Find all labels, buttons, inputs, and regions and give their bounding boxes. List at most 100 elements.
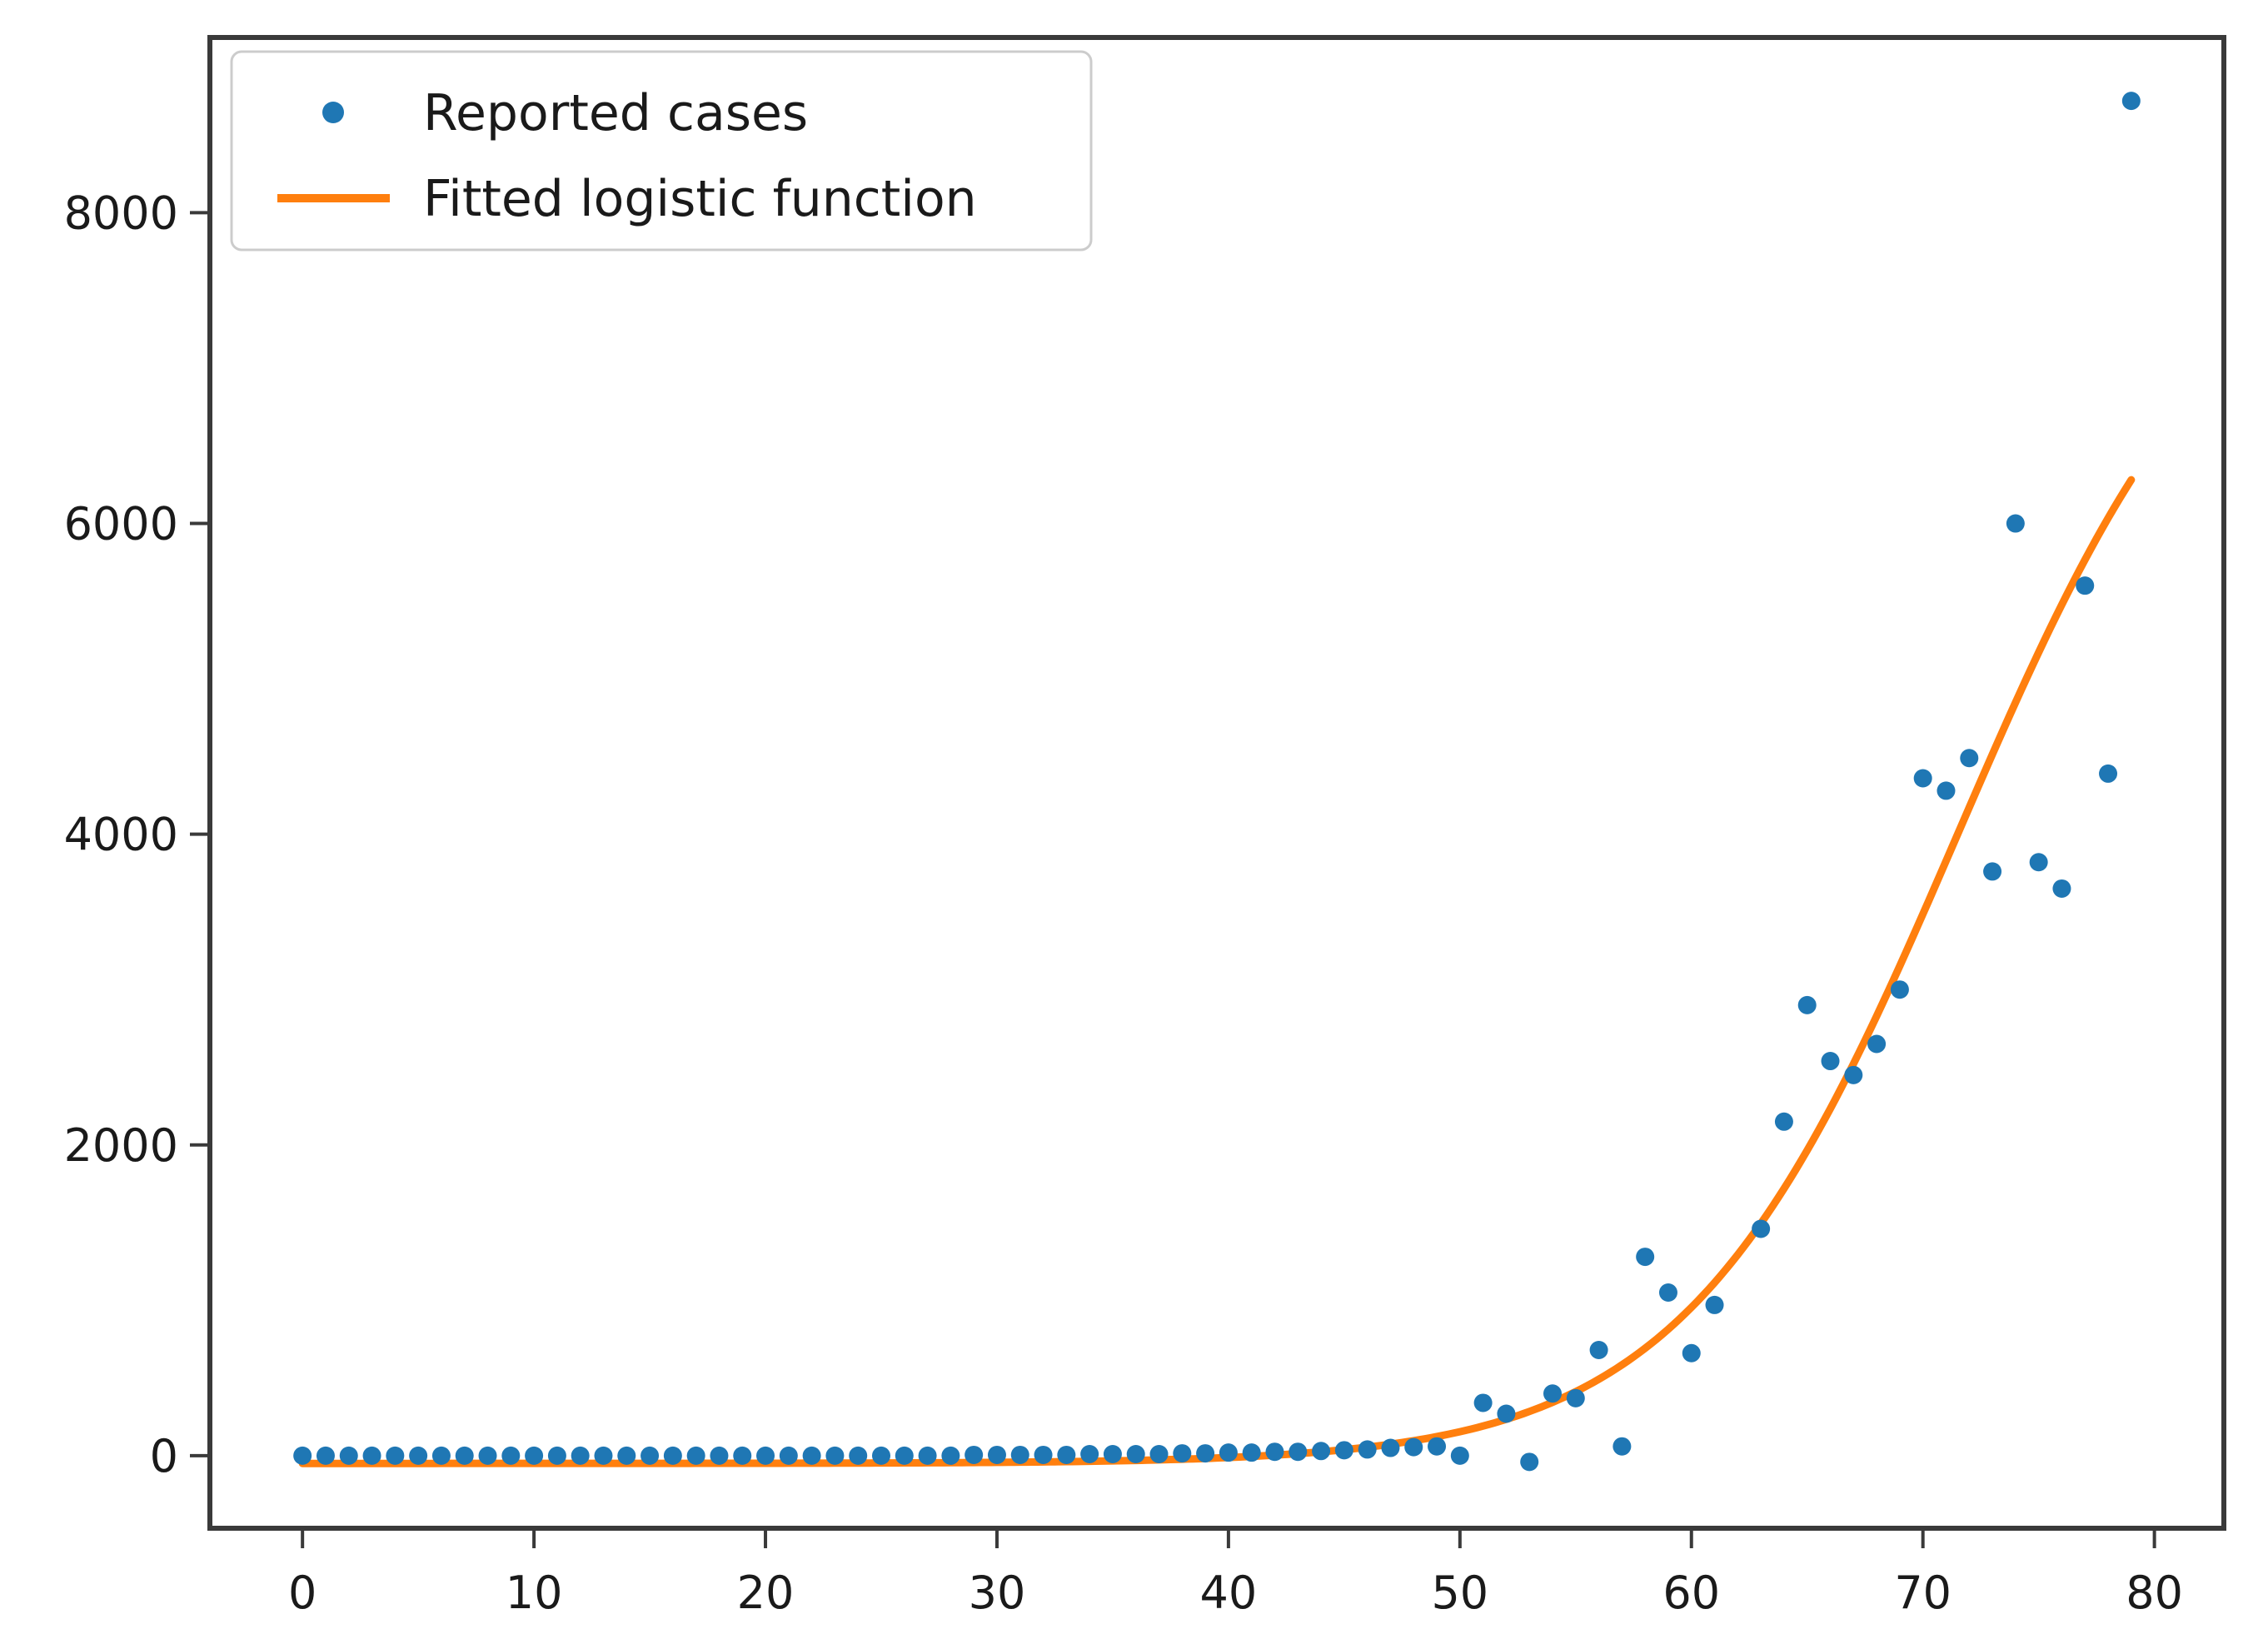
data-point (2076, 576, 2095, 595)
data-point (617, 1446, 636, 1465)
data-point (1173, 1444, 1192, 1463)
data-point (2099, 764, 2118, 783)
data-point (1913, 769, 1932, 788)
data-point (779, 1446, 798, 1465)
data-point (2029, 853, 2048, 872)
data-point (1265, 1442, 1284, 1462)
data-point (1983, 862, 2002, 881)
data-point (1937, 781, 1956, 800)
y-tick-label: 4000 (64, 809, 178, 861)
data-point (1381, 1438, 1400, 1457)
data-point (293, 1446, 312, 1465)
y-tick-label: 2000 (64, 1119, 178, 1172)
data-point (386, 1446, 405, 1465)
data-point (872, 1446, 890, 1465)
legend-box (230, 50, 1093, 252)
data-point (409, 1446, 428, 1465)
data-point (1312, 1442, 1331, 1461)
x-tick-label: 40 (1200, 1567, 1258, 1619)
data-point (1613, 1437, 1632, 1456)
data-point (1404, 1437, 1423, 1457)
x-tick-label: 20 (737, 1567, 795, 1619)
legend: Reported cases Fitted logistic function (230, 50, 1093, 252)
data-point (663, 1446, 682, 1465)
data-point (431, 1446, 451, 1465)
data-point (941, 1446, 960, 1465)
data-point (1705, 1295, 1724, 1314)
data-point (641, 1446, 660, 1465)
data-point (1520, 1452, 1539, 1472)
data-point (1219, 1443, 1238, 1462)
data-point (1636, 1248, 1655, 1267)
data-point (478, 1446, 497, 1465)
data-point (571, 1446, 590, 1465)
data-point (1821, 1052, 1840, 1071)
legend-entry-label: Fitted logistic function (423, 170, 977, 228)
x-tick-label: 30 (969, 1567, 1026, 1619)
data-point (1057, 1445, 1076, 1464)
axis-tick-labels: 0 10 20 30 40 50 60 70 80 0 2000 4000 6000 8000 (64, 187, 2183, 1619)
data-point (1103, 1445, 1122, 1464)
x-tick-label: 0 (288, 1567, 317, 1619)
data-point (1797, 995, 1817, 1014)
data-point (686, 1446, 705, 1465)
data-point (547, 1446, 566, 1465)
data-point (594, 1446, 613, 1465)
data-point (1960, 749, 1979, 768)
data-point (802, 1446, 821, 1465)
data-point (2006, 514, 2025, 533)
data-point (1289, 1442, 1308, 1462)
data-point (1752, 1219, 1771, 1238)
data-point (1358, 1440, 1377, 1459)
data-point (1126, 1445, 1145, 1464)
data-point (1428, 1437, 1447, 1456)
data-point (1844, 1065, 1863, 1084)
data-point (1010, 1445, 1029, 1464)
data-point (918, 1446, 937, 1465)
data-point (1450, 1446, 1469, 1465)
data-point (501, 1446, 521, 1465)
axis-ticks (190, 211, 2156, 1548)
plot-area (210, 37, 2224, 1528)
data-point (1566, 1388, 1585, 1407)
y-tick-label: 6000 (64, 498, 178, 550)
data-point (1242, 1443, 1261, 1462)
data-point (1589, 1341, 1608, 1360)
data-point (733, 1446, 752, 1465)
data-point (965, 1445, 984, 1464)
data-point (1682, 1343, 1701, 1363)
data-point (1774, 1112, 1793, 1131)
data-point (2052, 879, 2071, 898)
data-point (756, 1446, 775, 1465)
x-tick-label: 80 (2126, 1567, 2183, 1619)
data-point (849, 1446, 868, 1465)
legend-entry-label: Reported cases (423, 84, 808, 142)
x-tick-label: 50 (1431, 1567, 1488, 1619)
plot-border (207, 35, 2226, 1531)
data-point (1149, 1445, 1169, 1464)
data-point (362, 1446, 381, 1465)
data-point (1080, 1445, 1099, 1464)
data-point (1473, 1393, 1493, 1412)
data-point (1890, 980, 1909, 999)
data-point (987, 1445, 1006, 1464)
y-tick-label: 0 (150, 1430, 178, 1482)
data-point (1196, 1444, 1215, 1463)
legend-marker-dot-icon (322, 102, 344, 123)
data-point (1867, 1034, 1887, 1054)
plot-spines (207, 35, 2226, 1531)
x-tick-label: 10 (506, 1567, 563, 1619)
plot-background (210, 37, 2224, 1528)
data-point (710, 1446, 729, 1465)
data-point (455, 1446, 474, 1465)
data-point (525, 1446, 544, 1465)
y-tick-label: 8000 (64, 187, 178, 239)
data-series-layer (293, 92, 2141, 1472)
x-tick-label: 70 (1894, 1567, 1951, 1619)
data-point (2121, 92, 2141, 111)
x-tick-label: 60 (1662, 1567, 1720, 1619)
data-point (1497, 1404, 1516, 1423)
data-point (1658, 1283, 1677, 1302)
